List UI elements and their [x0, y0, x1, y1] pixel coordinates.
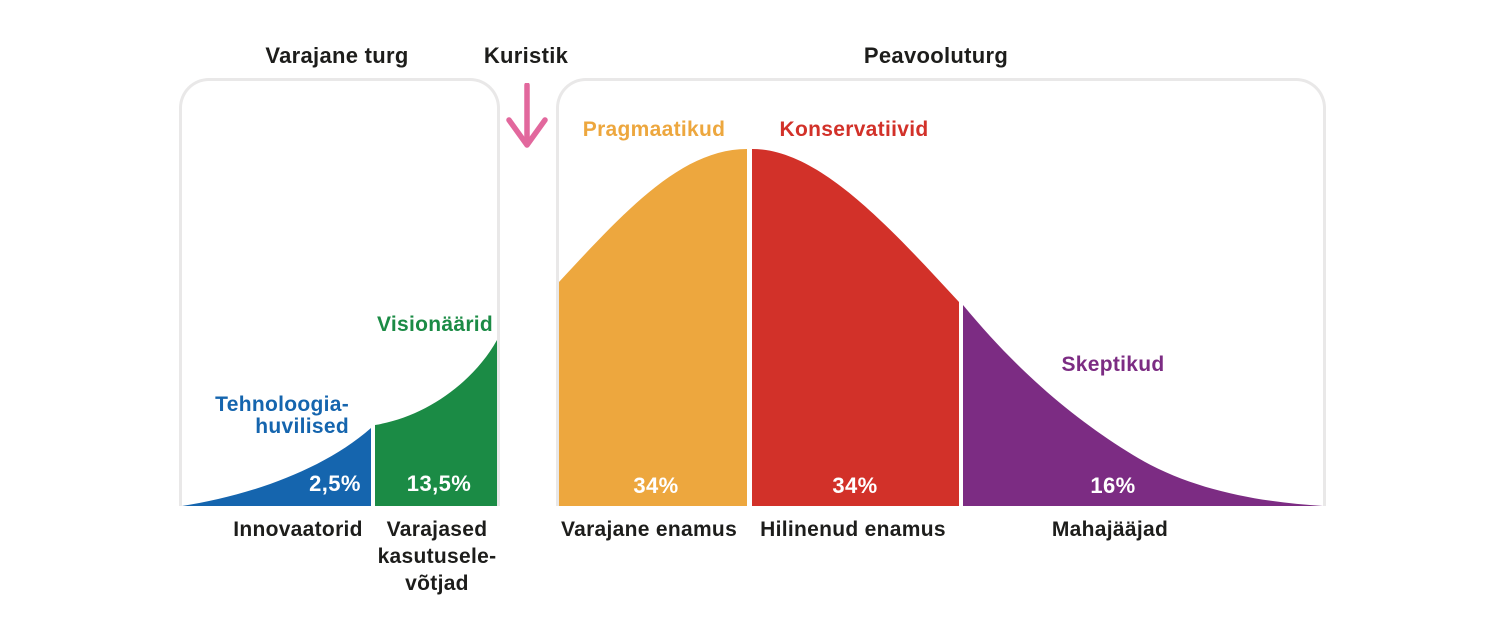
- chasm-arrow-icon: [506, 83, 548, 148]
- laggards-share: 16%: [1090, 473, 1136, 498]
- late-majority-area: [752, 149, 959, 506]
- tech-enthusiasts-label-line: Tehnoloogia-: [215, 393, 349, 416]
- tech-enthusiasts-label-line: huvilised: [255, 415, 349, 438]
- mainstream-curve: [559, 149, 1323, 506]
- early-market-box: Tehnoloogia- huvilised Visionäärid 2,5% …: [179, 78, 500, 506]
- early-adopters-category-line: Varajased: [386, 518, 488, 541]
- conservatives-label: Konservatiivid: [779, 118, 929, 141]
- mainstream-market-box: Pragmaatikud Konservatiivid Skeptikud 34…: [556, 78, 1326, 506]
- early-adopters-category-line: võtjad: [405, 572, 469, 595]
- late-majority-category-label: Hilinenud enamus: [760, 518, 946, 541]
- innovators-area: [182, 428, 371, 506]
- mainstream-market-title: Peavooluturg: [863, 43, 1009, 68]
- laggards-category-label: Mahajääjad: [1051, 518, 1169, 541]
- early-adopters-share: 13,5%: [406, 471, 472, 496]
- skeptics-label: Skeptikud: [1061, 353, 1165, 376]
- late-majority-share: 34%: [832, 473, 878, 498]
- early-adopters-category-line: kasutusele-: [377, 545, 497, 568]
- innovators-category-label: Innovaatorid: [233, 518, 363, 541]
- early-majority-category-label: Varajane enamus: [560, 518, 738, 541]
- early-majority-share: 34%: [633, 473, 679, 498]
- tech-enthusiasts-label: Tehnoloogia- huvilised: [215, 394, 349, 438]
- early-market-curve: [182, 340, 497, 506]
- early-adopters-category-label: Varajased kasutusele- võtjad: [378, 516, 497, 597]
- early-majority-area: [559, 149, 747, 506]
- laggards-area: [963, 305, 1323, 506]
- innovators-share: 2,5%: [309, 471, 361, 496]
- early-adopters-area: [375, 340, 497, 506]
- chasm-arrow-head: [506, 117, 548, 148]
- early-market-title: Varajane turg: [265, 43, 409, 68]
- pragmatists-label: Pragmaatikud: [582, 118, 726, 141]
- chasm-title: Kuristik: [483, 43, 569, 68]
- visionaries-label: Visionäärid: [376, 313, 494, 336]
